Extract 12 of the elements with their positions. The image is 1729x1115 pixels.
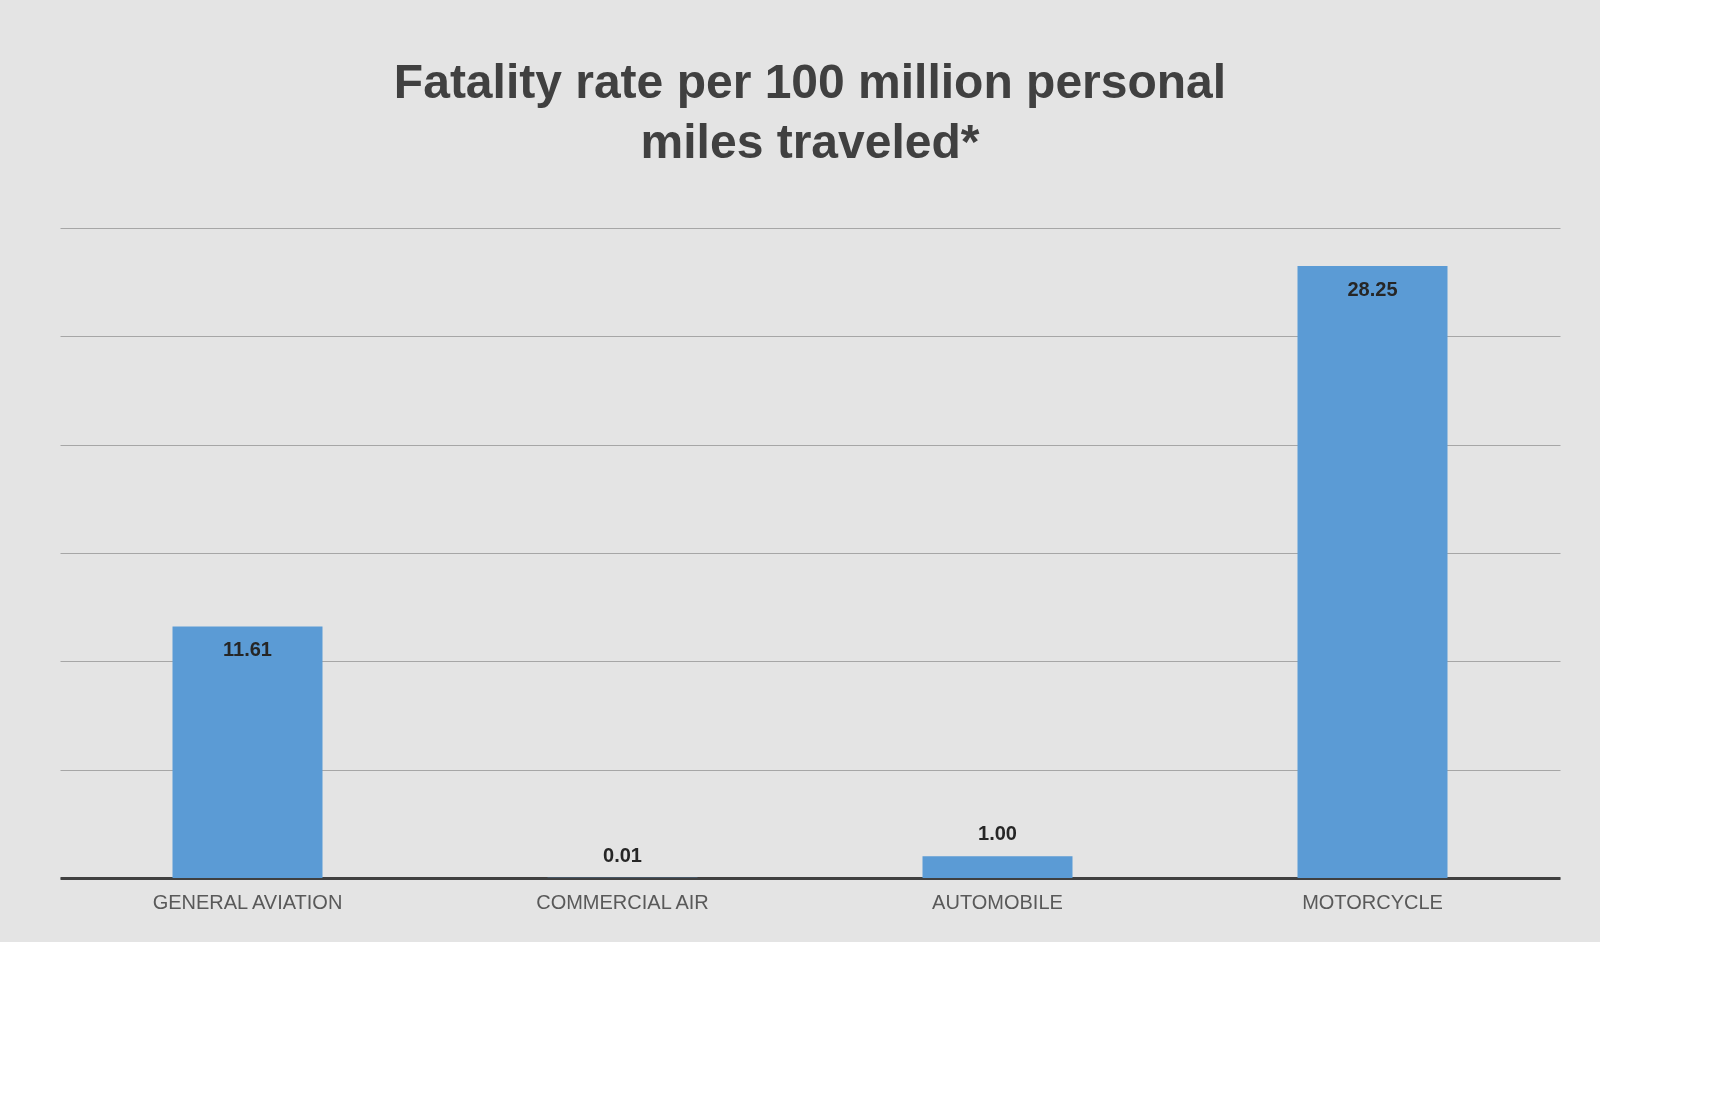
chart-title: Fatality rate per 100 million personal miles traveled*: [393, 55, 1227, 168]
bar: [172, 626, 323, 878]
x-tick-label: COMMERCIAL AIR: [536, 890, 709, 913]
x-tick-label: MOTORCYCLE: [1302, 890, 1443, 913]
data-label: 11.61: [223, 638, 272, 661]
data-label: 0.01: [603, 843, 642, 866]
bar: [922, 856, 1073, 878]
data-label: 1.00: [978, 822, 1017, 845]
x-tick-label: GENERAL AVIATION: [152, 890, 343, 913]
data-label: 28.25: [1347, 277, 1398, 300]
x-tick-label: AUTOMOBILE: [932, 890, 1063, 913]
bar: [1297, 265, 1448, 878]
